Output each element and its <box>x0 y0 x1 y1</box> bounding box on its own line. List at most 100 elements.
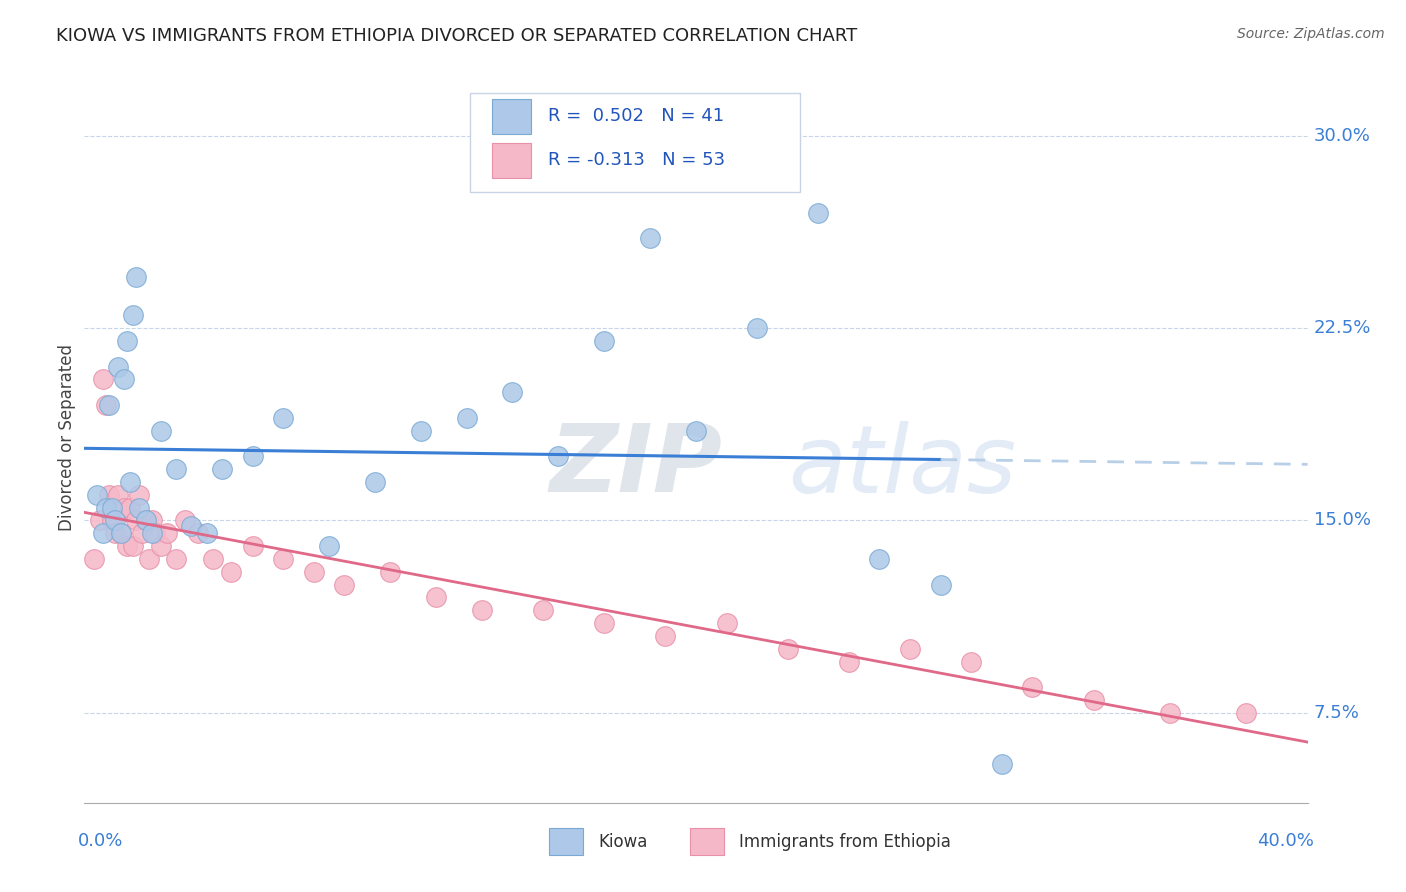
FancyBboxPatch shape <box>492 143 531 178</box>
Point <box>122 308 145 322</box>
Point <box>219 565 242 579</box>
Point <box>141 514 163 528</box>
Text: KIOWA VS IMMIGRANTS FROM ETHIOPIA DIVORCED OR SEPARATED CORRELATION CHART: KIOWA VS IMMIGRANTS FROM ETHIOPIA DIVORC… <box>56 27 858 45</box>
Point <box>120 475 142 489</box>
Point <box>593 334 616 348</box>
Point <box>271 410 294 425</box>
Point <box>107 488 129 502</box>
Text: 40.0%: 40.0% <box>1257 832 1313 850</box>
Text: R = -0.313   N = 53: R = -0.313 N = 53 <box>548 151 725 169</box>
Point <box>97 398 120 412</box>
Text: 30.0%: 30.0% <box>1313 127 1371 145</box>
Point <box>101 514 124 528</box>
Point <box>991 757 1014 772</box>
Point <box>638 231 661 245</box>
Point <box>112 500 135 515</box>
Point <box>776 641 799 656</box>
FancyBboxPatch shape <box>470 94 800 192</box>
Point <box>271 552 294 566</box>
Point <box>112 372 135 386</box>
Point <box>333 577 356 591</box>
Text: Immigrants from Ethiopia: Immigrants from Ethiopia <box>738 832 950 851</box>
Point <box>180 518 202 533</box>
Point <box>165 552 187 566</box>
Point <box>242 450 264 464</box>
Point <box>165 462 187 476</box>
FancyBboxPatch shape <box>550 828 583 855</box>
Text: Kiowa: Kiowa <box>598 832 648 851</box>
Point <box>898 641 921 656</box>
Point <box>838 655 860 669</box>
Point <box>531 603 554 617</box>
Point <box>143 526 166 541</box>
Text: 22.5%: 22.5% <box>1313 319 1371 337</box>
Point <box>186 526 208 541</box>
Point <box>94 500 117 515</box>
Point <box>593 616 616 631</box>
Point <box>104 514 127 528</box>
Point <box>1021 681 1043 695</box>
Point <box>547 450 569 464</box>
Point <box>380 565 402 579</box>
Point <box>115 539 138 553</box>
Point <box>685 424 707 438</box>
Point <box>869 552 891 566</box>
Point <box>929 577 952 591</box>
Point <box>94 398 117 412</box>
Point <box>128 500 150 515</box>
Text: atlas: atlas <box>787 421 1017 512</box>
Point <box>101 500 124 515</box>
Point <box>364 475 387 489</box>
Point <box>135 514 157 528</box>
Point <box>122 539 145 553</box>
Text: 0.0%: 0.0% <box>79 832 124 850</box>
Text: 15.0%: 15.0% <box>1313 511 1371 530</box>
Text: 7.5%: 7.5% <box>1313 704 1360 722</box>
Text: ZIP: ZIP <box>550 420 723 512</box>
Point <box>86 488 108 502</box>
FancyBboxPatch shape <box>690 828 724 855</box>
Point <box>654 629 676 643</box>
Point <box>138 552 160 566</box>
Point <box>149 539 172 553</box>
Point <box>211 462 233 476</box>
Point <box>89 514 111 528</box>
Point <box>807 205 830 219</box>
FancyBboxPatch shape <box>492 99 531 135</box>
Point <box>115 334 138 348</box>
Point <box>242 539 264 553</box>
Point <box>409 424 432 438</box>
Point <box>125 514 148 528</box>
Point <box>471 603 494 617</box>
Text: R =  0.502   N = 41: R = 0.502 N = 41 <box>548 107 724 125</box>
Point <box>747 321 769 335</box>
Point <box>716 616 738 631</box>
Point <box>107 359 129 374</box>
Text: Source: ZipAtlas.com: Source: ZipAtlas.com <box>1237 27 1385 41</box>
Point <box>104 526 127 541</box>
Point <box>302 565 325 579</box>
Y-axis label: Divorced or Separated: Divorced or Separated <box>58 343 76 531</box>
Point <box>1159 706 1181 720</box>
Point <box>131 526 153 541</box>
Point <box>201 552 224 566</box>
Point <box>128 488 150 502</box>
Point <box>125 269 148 284</box>
Point <box>149 424 172 438</box>
Point <box>91 372 114 386</box>
Point <box>1083 693 1105 707</box>
Point <box>425 591 447 605</box>
Point <box>83 552 105 566</box>
Point <box>318 539 340 553</box>
Point <box>1236 706 1258 720</box>
Point <box>502 385 524 400</box>
Point <box>135 514 157 528</box>
Point <box>141 526 163 541</box>
Point <box>456 410 478 425</box>
Point <box>174 514 197 528</box>
Point <box>110 526 132 541</box>
Point <box>195 526 218 541</box>
Point <box>97 488 120 502</box>
Point <box>120 500 142 515</box>
Point <box>960 655 983 669</box>
